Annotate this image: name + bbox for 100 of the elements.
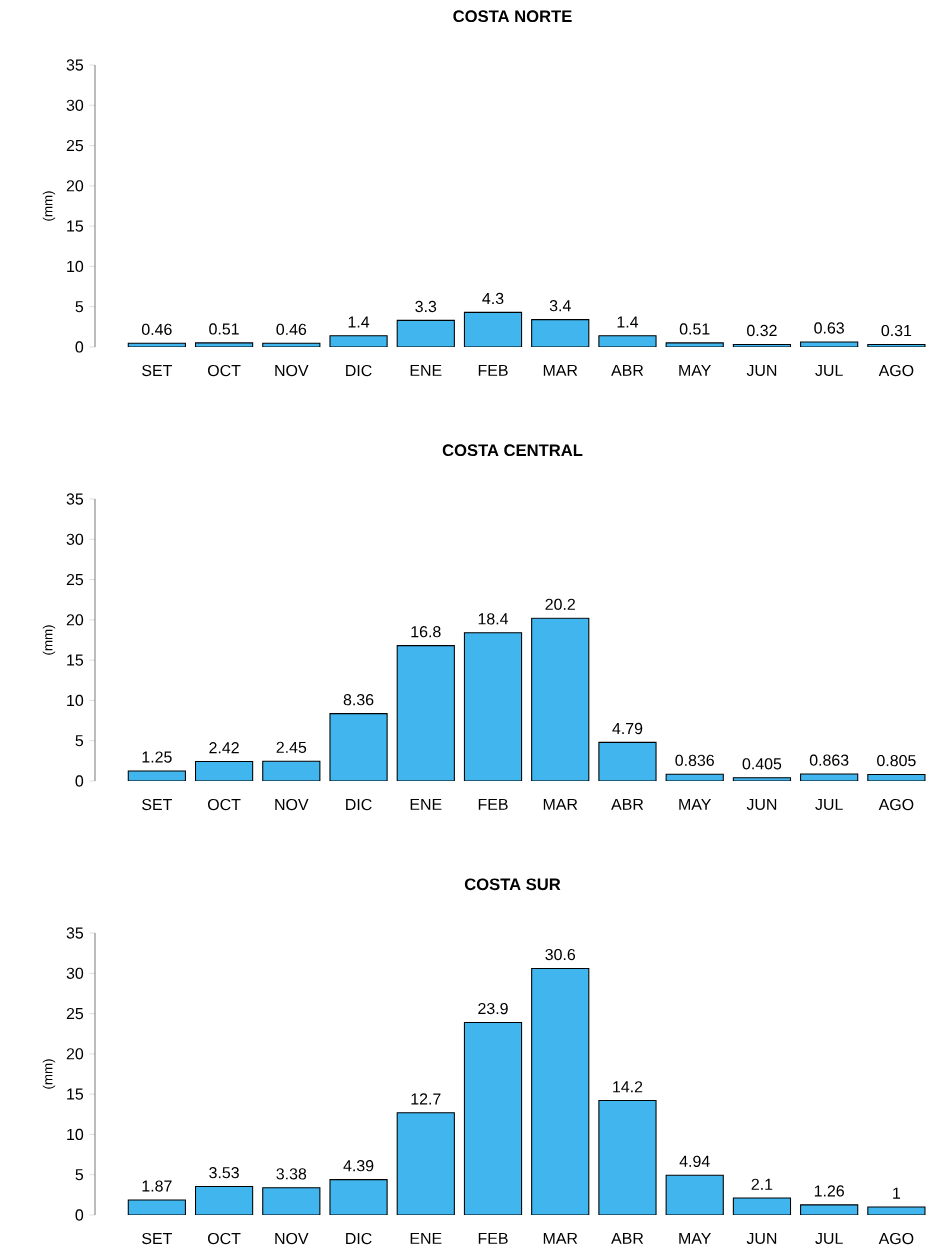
y-tick-label: 10 [67,260,84,273]
y-tick-label: 25 [66,139,84,152]
data-label: 0.405 [742,758,782,770]
x-tick-label: ABR [611,1232,644,1244]
x-tick-label: AGO [878,1232,914,1245]
data-label: 0.863 [809,754,849,766]
y-tick-label: 10 [67,1128,84,1141]
y-axis-title: (mm) [42,625,56,655]
y-tick-label: 20 [66,180,84,192]
y-tick-label: 5 [75,301,84,313]
data-label: 4.39 [343,1160,374,1172]
data-label: 0.51 [679,323,710,335]
data-label: 0.31 [881,324,912,337]
x-tick-label: ENE [410,798,442,810]
x-tick-label: ABR [611,364,644,376]
x-tick-label: OCT [208,364,241,377]
data-label: 4.3 [482,292,504,305]
data-label: 12.7 [411,1093,441,1105]
x-tick-label: ENE [410,364,442,376]
data-label: 16.8 [411,626,441,638]
y-tick-label: 30 [66,533,84,545]
y-tick-label: 25 [66,573,84,586]
x-tick-label: MAY [679,1232,712,1244]
x-tick-label: OCT [208,798,241,811]
data-label: 1.26 [814,1185,844,1197]
data-label: 0.63 [814,322,844,334]
y-tick-label: 30 [66,967,84,979]
x-tick-label: JUN [746,1232,777,1244]
y-tick-label: 0 [75,775,84,787]
data-label: 30.6 [545,948,576,961]
data-label: 3.38 [276,1168,307,1180]
data-label: 2.45 [276,741,307,753]
x-tick-label: JUL [815,798,843,810]
x-tick-label: FEB [478,1232,508,1244]
data-label: 0.46 [276,323,307,336]
data-label: 0.836 [675,754,714,766]
chart-title: COSTA CENTRAL [442,444,583,457]
y-tick-label: 20 [66,1048,84,1060]
x-tick-label: SET [142,798,172,811]
y-tick-label: 15 [67,1088,84,1100]
y-tick-label: 5 [75,735,84,747]
x-tick-label: ABR [611,798,644,810]
y-tick-label: 30 [66,99,84,111]
x-tick-label: SET [142,364,172,377]
x-tick-label: FEB [478,364,508,376]
y-axis-title: (mm) [42,1059,56,1089]
x-tick-label: NOV [275,1232,309,1245]
x-tick-label: MAY [679,364,712,376]
x-tick-label: NOV [275,798,309,811]
data-label: 14.2 [613,1081,643,1093]
data-label: 4.94 [679,1155,710,1167]
data-label: 3.53 [209,1167,239,1179]
y-tick-label: 15 [67,654,84,666]
data-label: 3.4 [549,300,571,312]
x-tick-label: MAR [543,364,578,376]
data-label: 0.51 [209,323,239,335]
data-label: 18.4 [478,613,509,625]
x-tick-label: DIC [346,364,372,377]
data-label: 1.4 [348,316,370,328]
data-label: 3.3 [415,300,437,313]
data-label: 0.32 [747,324,777,337]
data-label: 2.42 [209,742,239,754]
y-tick-label: 20 [66,614,84,626]
x-tick-label: SET [142,1232,172,1245]
x-tick-label: DIC [346,798,372,811]
x-tick-label: MAY [679,798,712,810]
y-tick-label: 10 [67,694,84,707]
y-tick-label: 0 [75,1209,84,1221]
y-tick-label: 35 [66,493,84,505]
y-tick-label: 25 [66,1007,84,1020]
chart-title: COSTA NORTE [453,10,572,23]
y-tick-label: 0 [75,341,84,353]
data-label: 1.4 [617,316,639,328]
x-tick-label: MAR [543,798,578,810]
y-tick-label: 35 [66,927,84,939]
x-tick-label: OCT [208,1232,241,1245]
data-label: 1.25 [142,751,172,763]
y-tick-label: 35 [66,59,84,71]
x-tick-label: AGO [878,798,914,811]
data-label: 23.9 [478,1002,508,1015]
x-tick-label: MAR [543,1232,578,1244]
y-axis-title: (mm) [42,191,56,221]
x-tick-label: DIC [346,1232,372,1245]
x-tick-label: AGO [878,364,914,377]
data-label: 20.2 [545,598,575,610]
data-label: 0.805 [877,754,916,767]
data-label: 4.79 [612,722,643,735]
x-tick-label: JUL [815,1232,843,1244]
x-tick-label: JUN [746,798,777,810]
x-tick-label: NOV [275,364,309,377]
data-label: 1.87 [142,1180,172,1192]
y-tick-label: 5 [75,1169,84,1181]
x-tick-label: ENE [410,1232,442,1244]
data-label: 8.36 [343,694,374,706]
y-tick-label: 15 [67,220,84,232]
data-label: 2.1 [751,1178,773,1190]
x-tick-label: JUL [815,364,843,376]
x-tick-label: FEB [478,798,508,810]
data-label: 1 [893,1187,901,1199]
x-tick-label: JUN [746,364,777,376]
